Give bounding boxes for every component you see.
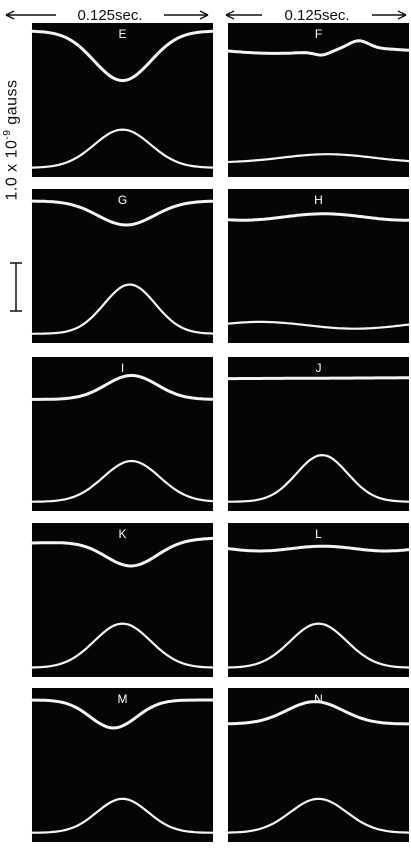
panel-letter: M: [118, 692, 128, 706]
time-scale-left-label: 0.125sec.: [77, 7, 142, 24]
panel-background: [32, 688, 213, 842]
panel-letter: I: [121, 361, 124, 375]
lower-trace: [30, 797, 215, 834]
lower-trace: [226, 622, 411, 669]
panel-letter: K: [118, 527, 126, 541]
panel-background: [32, 23, 213, 177]
panel-letter: J: [316, 361, 322, 375]
lower-trace: [226, 153, 411, 164]
amplitude-scale-label: 1.0 x 10-9 gauss: [2, 50, 26, 230]
upper-trace: [226, 39, 411, 57]
panel-k: K: [30, 523, 215, 677]
upper-trace: [226, 700, 411, 726]
scale-exponent: -9: [2, 129, 13, 140]
lower-trace: [226, 453, 411, 503]
panel-background: [32, 357, 213, 511]
time-scale-left: 0.125sec.: [5, 4, 209, 24]
panel-background: [32, 523, 213, 677]
panels-grid: E F G H I J K L M N: [30, 23, 411, 842]
scale-prefix: 1.0 x 10: [3, 139, 21, 201]
panel-m: M: [30, 688, 215, 842]
panel-j: J: [226, 357, 411, 511]
panel-background: [228, 189, 409, 343]
amplitude-scale-bar: [10, 262, 22, 312]
upper-trace: [226, 376, 411, 381]
panel-background: [228, 523, 409, 677]
upper-trace: [226, 212, 411, 222]
panel-background: [32, 189, 213, 343]
panel-l: L: [226, 523, 411, 677]
panel-g: G: [30, 189, 215, 343]
upper-trace: [30, 536, 215, 568]
panel-e: E: [30, 23, 215, 177]
upper-trace: [30, 698, 215, 730]
lower-trace: [30, 459, 215, 503]
scale-unit: gauss: [3, 79, 21, 125]
panel-letter: L: [315, 527, 322, 541]
lower-trace: [30, 283, 215, 335]
upper-trace: [30, 199, 215, 227]
panel-i: I: [30, 357, 215, 511]
panel-letter: N: [314, 692, 323, 706]
upper-trace: [30, 373, 215, 401]
panel-letter: H: [314, 193, 323, 207]
panel-h: H: [226, 189, 411, 343]
lower-trace: [30, 622, 215, 669]
panel-letter: E: [118, 27, 126, 41]
lower-trace: [226, 320, 411, 330]
panel-f: F: [226, 23, 411, 177]
upper-trace: [30, 29, 215, 83]
panel-letter: F: [315, 27, 322, 41]
upper-trace: [226, 544, 411, 553]
time-scale-right-label: 0.125sec.: [284, 7, 349, 24]
panel-background: [228, 357, 409, 511]
time-scale-right: 0.125sec.: [225, 4, 407, 24]
lower-trace: [226, 797, 411, 834]
panel-background: [228, 688, 409, 842]
panel-n: N: [226, 688, 411, 842]
lower-trace: [30, 128, 215, 169]
panel-letter: G: [118, 193, 127, 207]
